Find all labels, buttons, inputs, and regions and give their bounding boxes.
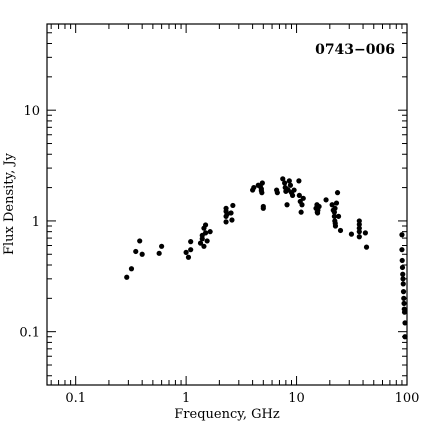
data-point [287,182,294,188]
data-point [188,247,194,253]
y-axis-title: Flux Density, Jy [2,152,17,255]
data-point [286,178,292,184]
data-point [282,180,288,186]
data-point [400,281,406,287]
data-point [156,250,162,256]
data-point [331,209,337,215]
x-tick-label: 0.1 [65,391,86,406]
data-point [334,190,341,196]
data-point [332,205,338,211]
data-point [199,236,205,242]
data-point [333,200,340,206]
data-point [356,218,362,224]
data-point [274,190,280,196]
data-point [399,247,405,253]
data-point [204,238,210,244]
data-point [300,195,306,201]
data-point [335,213,342,219]
data-point [401,300,407,307]
data-point [332,223,339,229]
data-point [402,320,408,326]
data-point [137,238,143,244]
data-point [259,190,265,196]
y-tick-label: 1 [32,215,40,230]
data-point [289,192,296,199]
data-point [259,180,265,186]
data-point [362,230,368,236]
data-point [356,225,362,231]
data-point [207,229,213,235]
data-point [329,202,335,208]
x-tick-label: 10 [288,391,305,406]
data-point [260,203,266,210]
data-point [331,213,337,219]
data-point [284,202,290,208]
data-point [280,176,286,182]
data-point [229,217,235,223]
data-point [400,289,407,295]
data-point [337,227,344,234]
data-point [296,178,302,184]
data-point [323,197,329,203]
data-point [296,192,302,199]
data-point [399,232,405,238]
data-point [183,249,189,255]
data-point [128,266,135,272]
data-point [159,243,165,249]
plot-frame [46,23,408,386]
data-point [316,203,322,210]
x-axis-title: Frequency, GHz [174,407,280,422]
data-point [348,231,355,237]
data-point [400,271,406,277]
x-tick-label: 100 [395,391,420,406]
data-point [185,254,192,260]
data-point [124,274,130,280]
data-point [133,248,139,255]
data-point [202,230,209,236]
data-point [401,309,408,315]
data-point [224,211,230,217]
y-tick-label: 0.1 [19,326,40,341]
data-point [402,334,408,340]
data-point [356,234,362,240]
x-tick-label: 1 [182,391,190,406]
data-point [188,239,194,245]
data-point [400,276,406,282]
data-point [230,202,236,209]
data-point [201,243,207,249]
data-point [197,240,204,246]
data-point [251,184,257,191]
data-point [223,219,229,225]
axis-ticks: 0.1 1 10 100 0.1 1 10 [19,23,420,406]
data-point [399,264,406,271]
data-point [139,251,145,257]
data-point [298,209,304,215]
data-point [399,257,405,264]
source-name-label: 0743−006 [315,42,395,58]
data-point [291,187,297,193]
y-tick-label: 10 [23,104,40,119]
data-point [202,222,209,228]
data-point [228,210,234,216]
data-points [124,176,408,340]
data-point [363,244,370,250]
data-point [299,202,305,208]
data-point [401,295,407,301]
